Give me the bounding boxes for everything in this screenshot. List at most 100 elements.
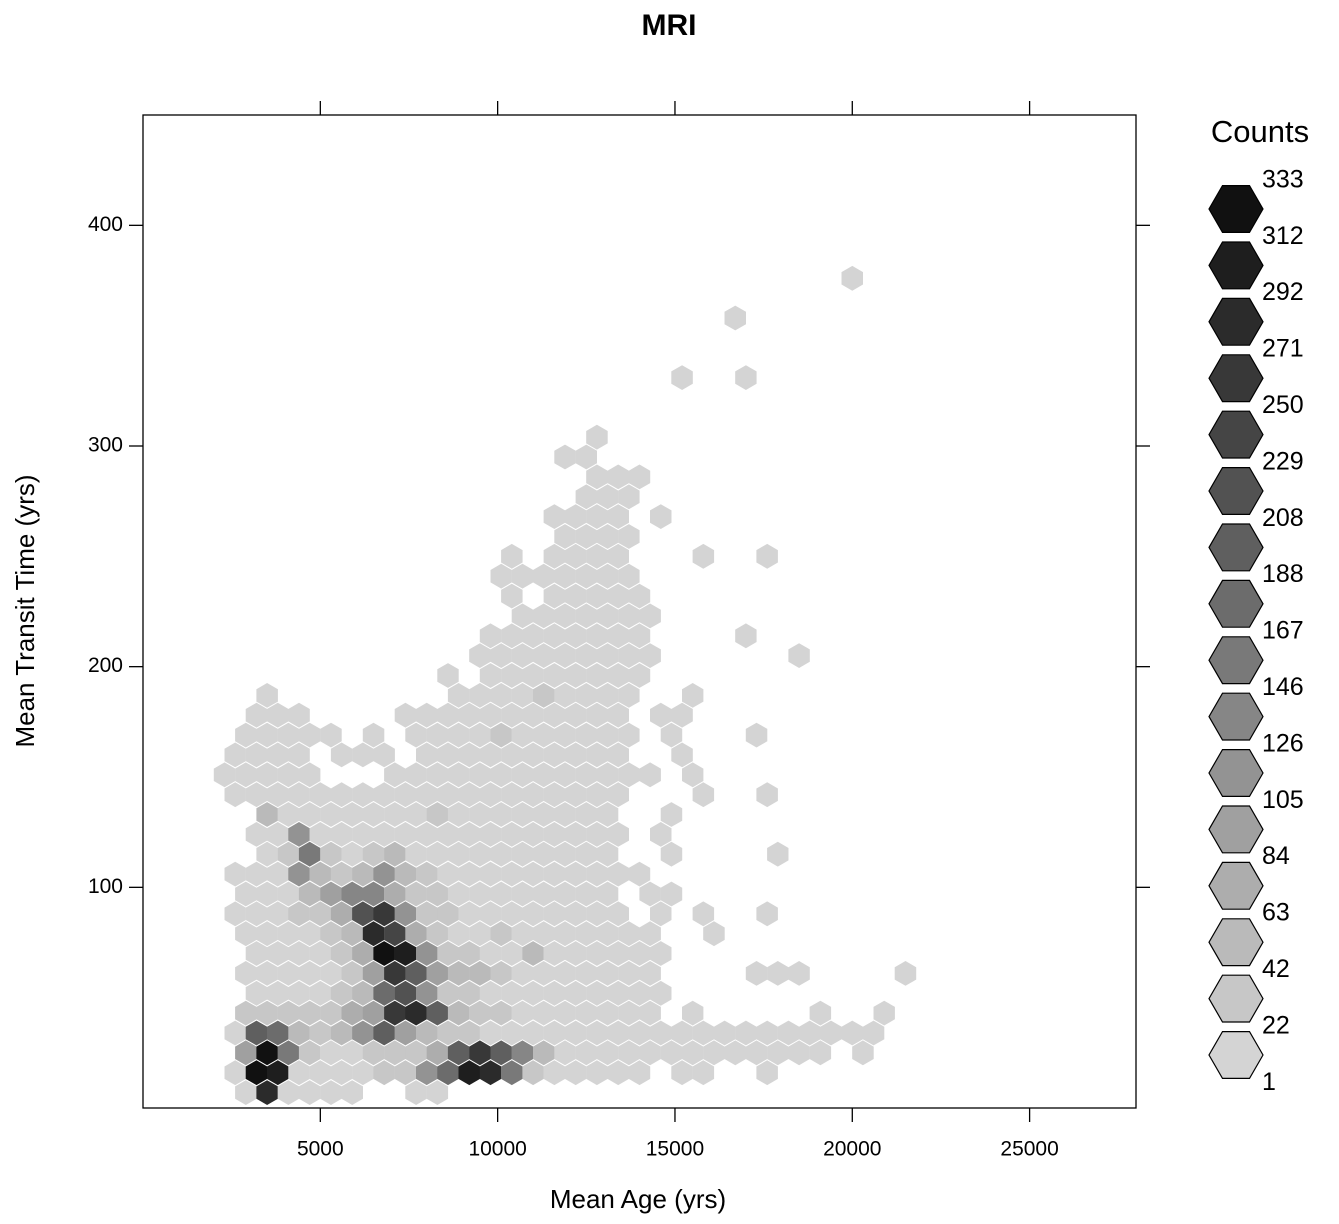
- hex-cell: [373, 901, 395, 927]
- hex-cell: [373, 861, 395, 887]
- hex-cell: [479, 980, 502, 1006]
- hex-cell: [692, 1020, 715, 1046]
- hex-cell: [373, 1060, 395, 1086]
- hex-cell: [660, 841, 683, 867]
- hex-cell: [650, 901, 672, 927]
- legend-hex: [1208, 297, 1264, 346]
- hex-cell: [298, 881, 321, 907]
- hex-cell: [437, 1020, 459, 1046]
- hex-cell: [596, 921, 619, 947]
- hex-cell: [533, 881, 555, 907]
- hex-cell: [618, 762, 640, 788]
- hex-cell: [394, 822, 417, 847]
- legend-label: 167: [1262, 617, 1304, 645]
- hex-cell: [639, 762, 661, 788]
- hex-cell: [309, 822, 332, 847]
- hex-cell: [543, 623, 566, 649]
- hex-cell: [320, 1080, 342, 1105]
- hex-cell: [416, 782, 438, 808]
- hex-cell: [596, 643, 619, 668]
- hex-cell: [522, 822, 544, 847]
- hex-cell: [767, 841, 789, 867]
- hex-cell: [618, 603, 640, 629]
- hex-cell: [320, 841, 342, 867]
- hex-cell: [437, 861, 459, 887]
- hex-cell: [607, 1060, 629, 1086]
- legend-hex: [1208, 241, 1264, 290]
- hex-cell: [256, 722, 278, 748]
- hex-cell: [564, 901, 587, 927]
- hex-cell: [639, 1000, 661, 1026]
- hex-cell: [490, 1000, 512, 1026]
- hex-cell: [628, 623, 651, 649]
- hex-cell: [320, 722, 342, 748]
- hex-cell: [288, 1020, 310, 1046]
- hex-cell: [841, 265, 863, 291]
- hex-cell: [745, 1040, 768, 1066]
- hex-cell: [405, 1000, 427, 1026]
- hex-cell: [352, 822, 374, 847]
- hex-cell: [607, 543, 629, 569]
- hex-cell: [224, 861, 246, 887]
- hex-cell: [756, 782, 778, 808]
- hex-cell: [341, 841, 363, 867]
- hex-cell: [490, 961, 512, 986]
- hex-cell: [660, 881, 683, 907]
- hex-cell: [447, 881, 470, 907]
- hex-cell: [309, 980, 332, 1006]
- hex-cell: [533, 1000, 555, 1026]
- hex-cell: [235, 1000, 257, 1026]
- hex-cell: [618, 563, 640, 589]
- hex-cell: [564, 504, 587, 529]
- hex-cell: [501, 1060, 523, 1086]
- hex-cell: [564, 742, 587, 768]
- legend-hex: [1208, 1030, 1264, 1080]
- hex-cell: [522, 1020, 544, 1046]
- hex-cell: [426, 1040, 449, 1066]
- hex-cell: [267, 782, 289, 808]
- hex-cell: [362, 921, 385, 947]
- hex-cell: [245, 941, 268, 966]
- hex-cell: [511, 563, 534, 589]
- hex-cell: [586, 663, 608, 688]
- hex-cell: [458, 1060, 480, 1086]
- hex-cell: [213, 762, 236, 788]
- hex-cell: [564, 623, 587, 649]
- hex-cell: [341, 961, 363, 986]
- hex-cell: [245, 702, 268, 728]
- hex-cell: [288, 742, 310, 768]
- hex-cell: [490, 683, 512, 708]
- hex-cell: [511, 643, 534, 668]
- hex-cell: [745, 961, 768, 986]
- hex-cell: [533, 1040, 555, 1066]
- hex-cell: [533, 802, 555, 827]
- hex-cell: [235, 881, 257, 907]
- hex-cell: [788, 961, 810, 986]
- hex-cell: [490, 643, 512, 668]
- hex-cell: [692, 1060, 715, 1086]
- hex-cell: [458, 1020, 480, 1046]
- hex-cell: [437, 822, 459, 847]
- hex-cell: [479, 1060, 502, 1086]
- hex-cell: [511, 1040, 534, 1066]
- hex-cell: [575, 603, 597, 629]
- hex-cell: [586, 583, 608, 609]
- hex-cell: [767, 1040, 789, 1066]
- hex-cell: [522, 663, 544, 688]
- hex-cell: [405, 802, 427, 827]
- hex-cell: [224, 901, 246, 927]
- hex-cell: [479, 782, 502, 808]
- hex-cell: [256, 841, 278, 867]
- hex-cell: [373, 941, 395, 966]
- legend-label: 271: [1262, 335, 1304, 363]
- hex-cell: [554, 762, 576, 788]
- hex-cell: [522, 941, 544, 966]
- hex-cell: [330, 782, 353, 808]
- hex-cell: [692, 543, 715, 569]
- hex-cell: [618, 961, 640, 986]
- hex-cell: [618, 484, 640, 510]
- hex-cell: [245, 742, 268, 768]
- hex-cell: [267, 1060, 289, 1086]
- hex-cell: [394, 901, 417, 927]
- hex-cell: [607, 941, 629, 966]
